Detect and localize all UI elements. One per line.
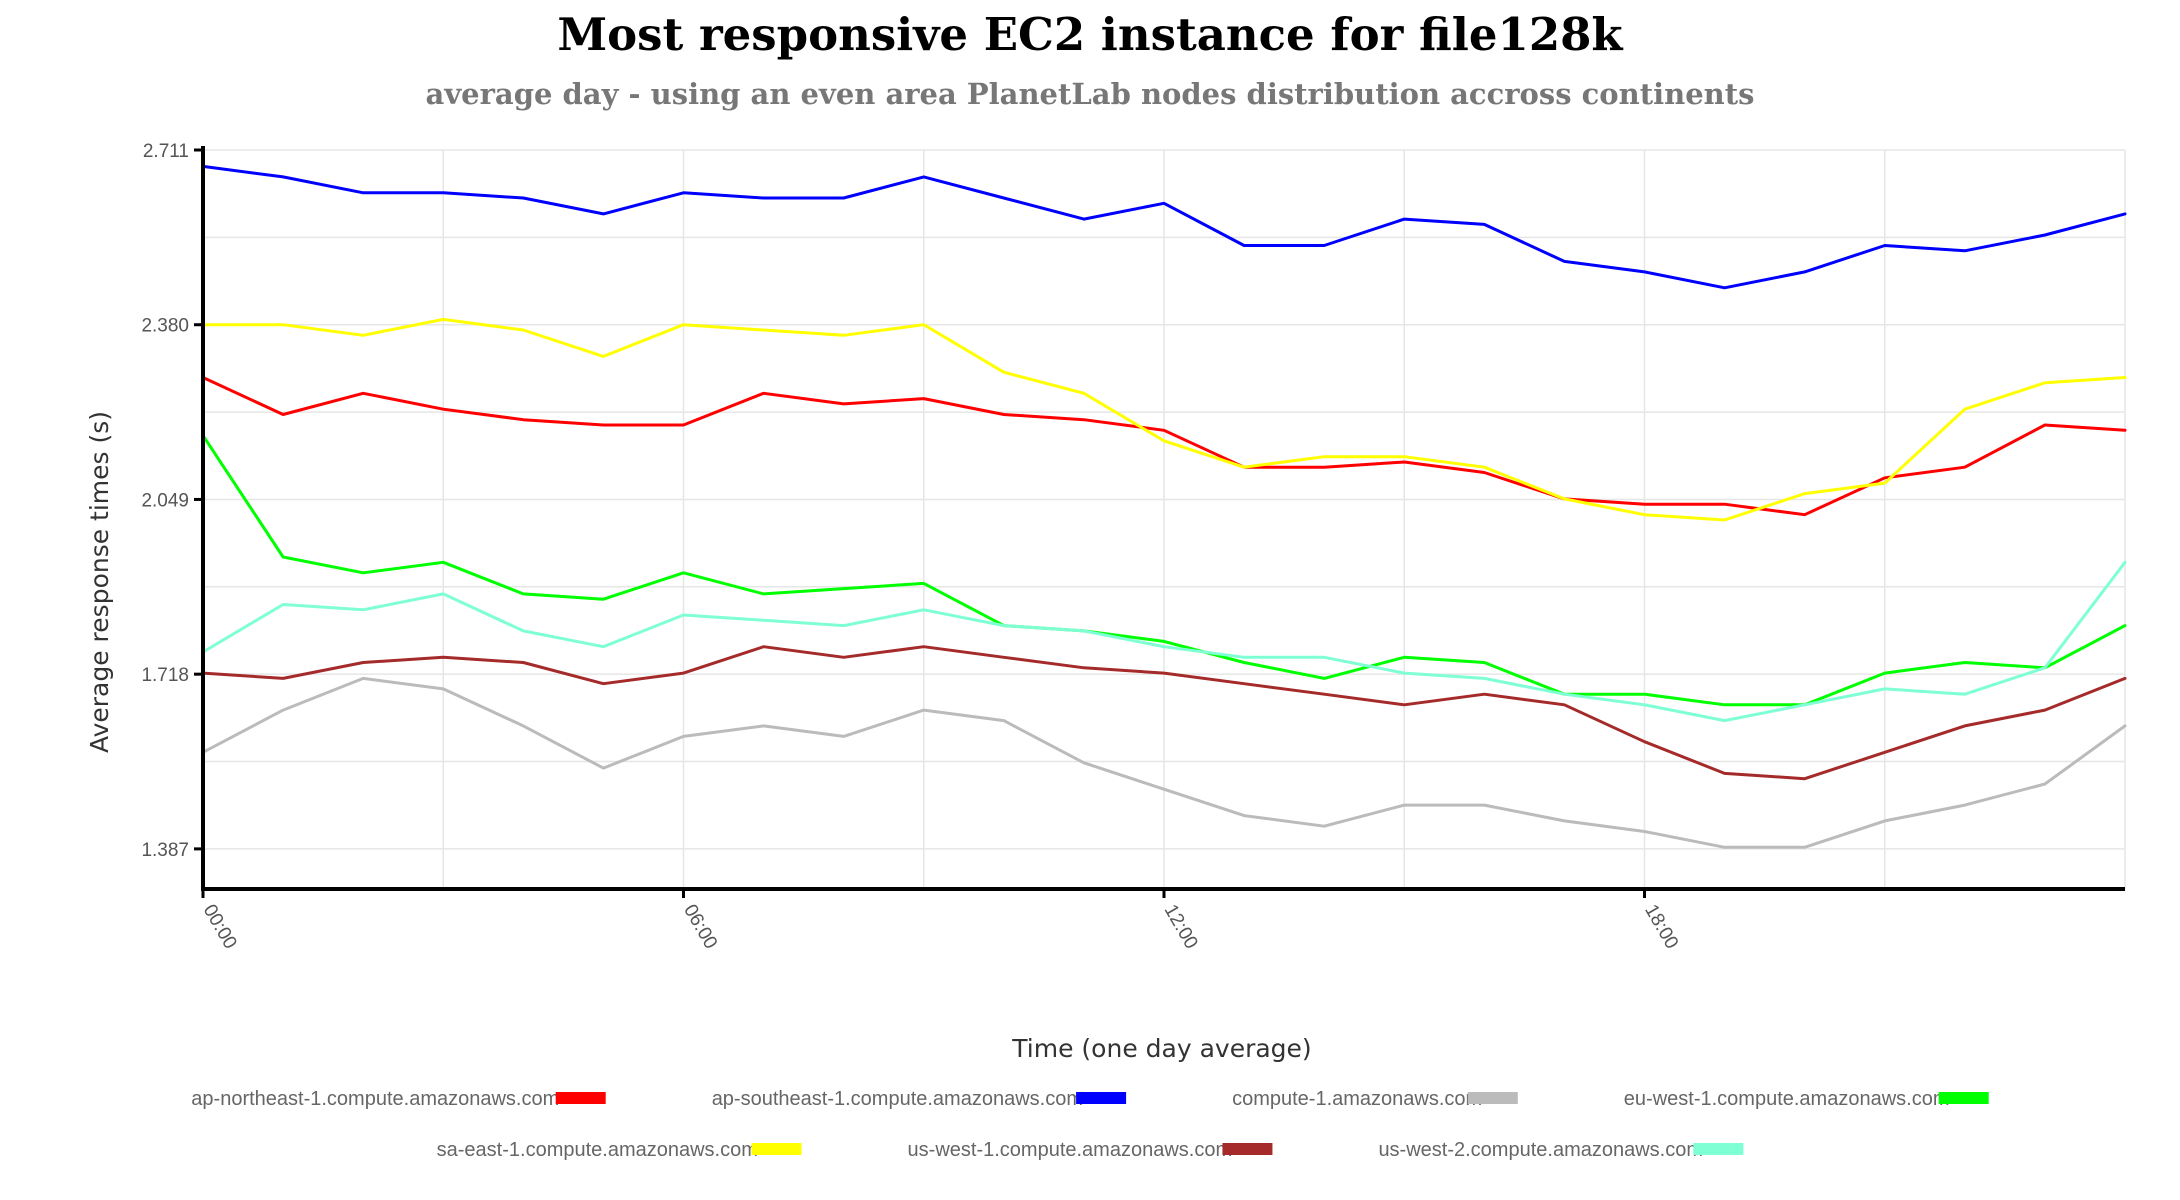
x-tick-label: 06:00 [679,901,721,953]
legend-item: ap-northeast-1.compute.amazonaws.com [191,1088,606,1110]
y-tick-label: 1.387 [141,840,189,861]
axes [194,146,2125,898]
legend-swatch [1467,1092,1518,1104]
series-lines [201,164,2127,849]
y-tick-label: 2.380 [141,316,189,337]
legend-label: us-west-2.compute.amazonaws.com [1378,1139,1703,1161]
x-tick-label: 18:00 [1640,901,1682,953]
legend-item: us-west-1.compute.amazonaws.com [908,1139,1273,1161]
legend-swatch [1076,1092,1127,1104]
series-line [201,376,2127,517]
legend-swatch [555,1092,606,1104]
x-axis-title: Time (one day average) [1011,1034,1311,1063]
legend: ap-northeast-1.compute.amazonaws.com ap-s… [191,1088,1989,1161]
legend-item: compute-1.amazonaws.com [1232,1088,1518,1110]
legend-label: compute-1.amazonaws.com [1232,1088,1482,1110]
legend-item: ap-southeast-1.compute.amazonaws.com [712,1088,1127,1110]
series-line [201,560,2127,723]
legend-label: ap-northeast-1.compute.amazonaws.com [191,1088,559,1110]
legend-item: us-west-2.compute.amazonaws.com [1378,1139,1744,1161]
legend-swatch [1693,1143,1744,1155]
series-line [201,676,2127,849]
legend-swatch [751,1143,802,1155]
legend-label: us-west-1.compute.amazonaws.com [908,1139,1233,1161]
series-line [201,164,2127,290]
x-tick-label: 12:00 [1160,901,1202,953]
legend-label: sa-east-1.compute.amazonaws.com [437,1139,758,1161]
x-tick-labels: 00:00 06:00 12:00 18:00 [199,901,1682,953]
chart-subtitle: average day - using an even area PlanetL… [426,77,1755,111]
y-tick-label: 2.049 [141,490,189,511]
legend-label: ap-southeast-1.compute.amazonaws.com [712,1088,1083,1110]
legend-swatch [1938,1092,1989,1104]
legend-label: eu-west-1.compute.amazonaws.com [1624,1088,1950,1110]
y-tick-label: 2.711 [143,141,189,162]
x-tick-label: 00:00 [199,901,241,953]
y-tick-labels: 1.387 1.718 2.049 2.380 2.711 [141,141,189,861]
legend-swatch [1222,1143,1273,1155]
series-line [201,317,2127,522]
legend-item: eu-west-1.compute.amazonaws.com [1624,1088,1989,1110]
y-axis-title: Average response times (s) [85,411,114,753]
series-line [201,645,2127,781]
legend-item: sa-east-1.compute.amazonaws.com [437,1139,802,1161]
y-tick-label: 1.718 [141,665,189,686]
chart-title: Most responsive EC2 instance for file128… [557,8,1623,61]
